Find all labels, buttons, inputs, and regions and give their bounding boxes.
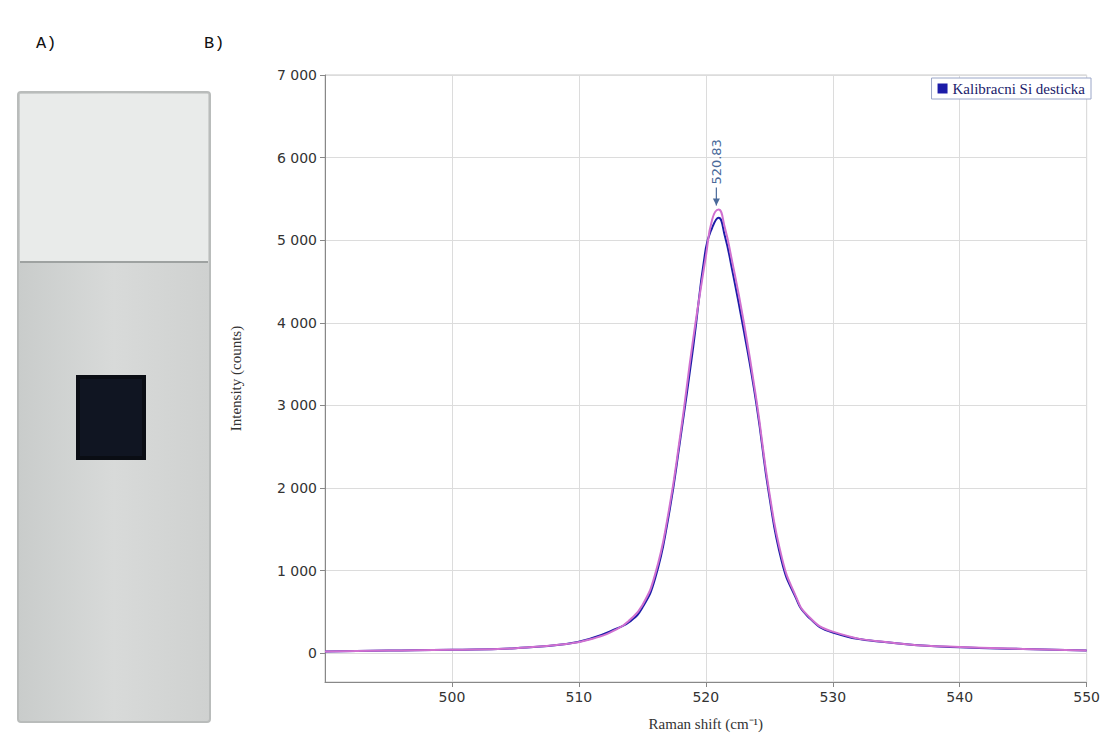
svg-text:Kalibracni Si desticka: Kalibracni Si desticka	[953, 81, 1086, 97]
html-text:B): B)	[204, 34, 225, 53]
svg-text:510: 510	[566, 689, 593, 705]
svg-text:520: 520	[692, 689, 719, 705]
svg-text:5 000: 5 000	[277, 232, 317, 248]
svg-text:530: 530	[819, 689, 846, 705]
svg-text:2 000: 2 000	[277, 480, 317, 496]
svg-text:520.83: 520.83	[709, 139, 724, 185]
svg-text:Raman shift (cm⁻¹): Raman shift (cm⁻¹)	[649, 716, 763, 733]
svg-text:4 000: 4 000	[277, 315, 317, 331]
html-text:A): A)	[36, 34, 57, 53]
svg-text:3 000: 3 000	[277, 397, 317, 413]
svg-text:Intensity (counts): Intensity (counts)	[228, 326, 245, 431]
svg-text:500: 500	[439, 689, 466, 705]
svg-text:540: 540	[946, 689, 973, 705]
svg-text:1 000: 1 000	[277, 563, 317, 579]
svg-text:6 000: 6 000	[277, 150, 317, 166]
svg-text:7 000: 7 000	[277, 67, 317, 83]
svg-text:0: 0	[308, 645, 317, 661]
svg-text:550: 550	[1073, 689, 1100, 705]
